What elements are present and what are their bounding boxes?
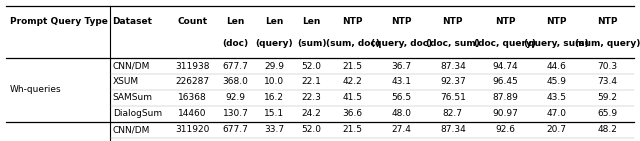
Text: 96.45: 96.45 [492,77,518,86]
Text: 10.0: 10.0 [264,77,284,86]
Text: 24.2: 24.2 [302,109,321,118]
Text: 16.2: 16.2 [264,93,284,102]
Text: (query, doc): (query, doc) [371,39,432,48]
Text: (sum, doc): (sum, doc) [326,39,380,48]
Text: (sum, query): (sum, query) [575,39,640,48]
Text: CNN/DM: CNN/DM [113,61,150,70]
Text: Len: Len [303,17,321,26]
Text: 87.89: 87.89 [492,93,518,102]
Text: NTP: NTP [495,17,515,26]
Text: (query, sum): (query, sum) [524,39,589,48]
Text: NTP: NTP [546,17,566,26]
Text: 48.2: 48.2 [598,125,618,134]
Text: 368.0: 368.0 [223,77,248,86]
Text: 45.9: 45.9 [547,77,566,86]
Text: 21.5: 21.5 [343,125,363,134]
Text: 677.7: 677.7 [223,125,248,134]
Text: 52.0: 52.0 [301,125,322,134]
Text: CNN/DM: CNN/DM [113,125,150,134]
Text: 82.7: 82.7 [443,109,463,118]
Text: 22.3: 22.3 [301,93,321,102]
Text: 76.51: 76.51 [440,93,466,102]
Text: 90.97: 90.97 [492,109,518,118]
Text: 226287: 226287 [175,77,209,86]
Text: Wh-queries: Wh-queries [10,85,61,94]
Text: 65.9: 65.9 [597,109,618,118]
Text: SAMSum: SAMSum [113,93,153,102]
Text: (query): (query) [255,39,293,48]
Text: 92.37: 92.37 [440,77,466,86]
Text: 311938: 311938 [175,61,210,70]
Text: (doc, sum): (doc, sum) [426,39,480,48]
Text: DialogSum: DialogSum [113,109,162,118]
Text: (sum): (sum) [297,39,326,48]
Text: 87.34: 87.34 [440,61,466,70]
Text: 677.7: 677.7 [223,61,248,70]
Text: 92.9: 92.9 [226,93,246,102]
Text: 59.2: 59.2 [598,93,618,102]
Text: 43.1: 43.1 [392,77,412,86]
Text: Dataset: Dataset [112,17,152,26]
Text: 20.7: 20.7 [547,125,566,134]
Text: 311920: 311920 [175,125,210,134]
Text: NTP: NTP [597,17,618,26]
Text: 48.0: 48.0 [392,109,412,118]
Text: 27.4: 27.4 [392,125,412,134]
Text: Count: Count [177,17,207,26]
Text: 52.0: 52.0 [301,61,322,70]
Text: 43.5: 43.5 [547,93,566,102]
Text: 14460: 14460 [178,109,207,118]
Text: NTP: NTP [442,17,463,26]
Text: 41.5: 41.5 [343,93,363,102]
Text: (doc): (doc) [223,39,249,48]
Text: 44.6: 44.6 [547,61,566,70]
Text: 33.7: 33.7 [264,125,284,134]
Text: 29.9: 29.9 [264,61,284,70]
Text: 15.1: 15.1 [264,109,284,118]
Text: 56.5: 56.5 [392,93,412,102]
Text: 94.74: 94.74 [492,61,518,70]
Text: Prompt Query Type: Prompt Query Type [10,17,108,26]
Text: 70.3: 70.3 [597,61,618,70]
Text: 73.4: 73.4 [598,77,618,86]
Text: XSUM: XSUM [113,77,139,86]
Text: 36.6: 36.6 [342,109,363,118]
Text: 22.1: 22.1 [301,77,321,86]
Text: Len: Len [227,17,245,26]
Text: 36.7: 36.7 [392,61,412,70]
Text: 21.5: 21.5 [343,61,363,70]
Text: (doc, query): (doc, query) [474,39,536,48]
Text: 130.7: 130.7 [223,109,248,118]
Text: 42.2: 42.2 [343,77,363,86]
Text: 92.6: 92.6 [495,125,515,134]
Text: 87.34: 87.34 [440,125,466,134]
Text: NTP: NTP [342,17,363,26]
Text: NTP: NTP [391,17,412,26]
Text: Len: Len [265,17,283,26]
Text: 16368: 16368 [178,93,207,102]
Text: 47.0: 47.0 [547,109,566,118]
